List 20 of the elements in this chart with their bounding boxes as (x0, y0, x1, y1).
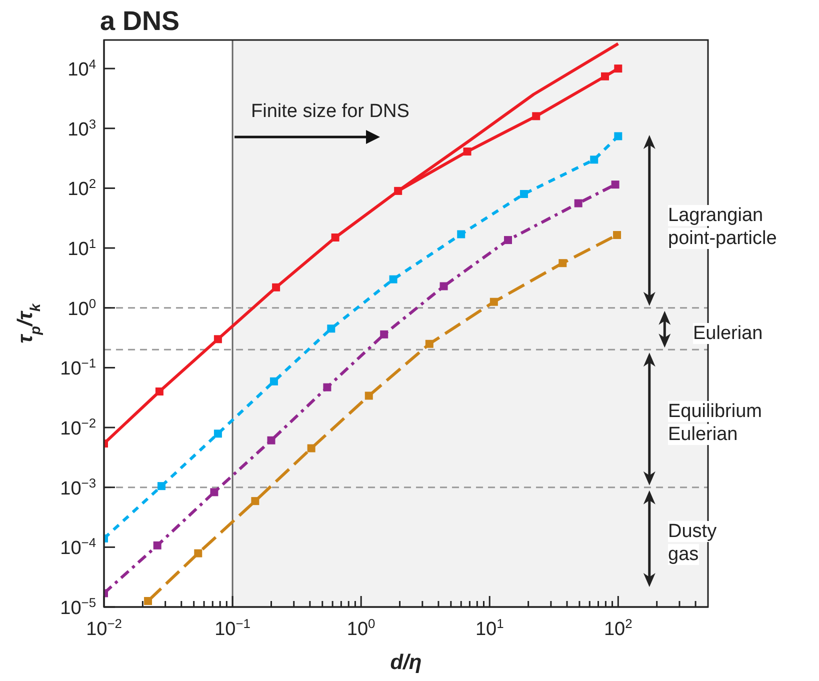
y-tick-label: 10$^{3}$ (68, 116, 96, 140)
y-tick-label: 10$^{0}$ (68, 295, 96, 320)
annotation: Dusty gas (668, 521, 717, 565)
y-tick-label: 10$^{1}$ (68, 236, 96, 260)
y-tick-label: 10$^{2}$ (68, 176, 96, 200)
x-axis-title: d/η (390, 651, 422, 674)
annotation: Finite size for DNS (251, 101, 410, 122)
annotation: Eulerian (693, 323, 763, 344)
y-tick-label: 10$^{−1}$ (60, 355, 96, 380)
x-tick-label: 10$^{−1}$ (214, 616, 250, 640)
annotation: Lagrangian point-particle (668, 205, 777, 249)
chart-title: a DNS (100, 6, 180, 36)
annotation: Equilibrium Eulerian (668, 401, 762, 445)
y-tick-label: 10$^{4}$ (68, 56, 96, 81)
y-tick-label: 10$^{−3}$ (60, 474, 96, 500)
x-tick-label: 10$^{0}$ (346, 616, 376, 640)
x-tick-label: 10$^{1}$ (475, 616, 504, 640)
y-tick-label: 10$^{−4}$ (60, 534, 96, 560)
y-tick-label: 10$^{−2}$ (60, 415, 96, 440)
x-tick-label: 10$^{2}$ (604, 616, 632, 640)
